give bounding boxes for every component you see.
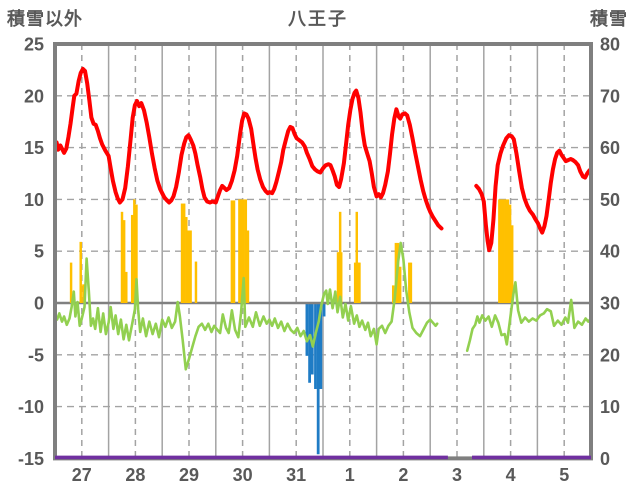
chart-title: 八王子 [288,9,348,29]
orange-bar [189,230,192,303]
x-tick-label: 29 [179,465,199,485]
orange-bar [69,262,73,303]
blue-bar [314,303,317,389]
blue-bar [308,303,311,383]
y-left-tick-label: 20 [24,86,44,106]
orange-bar [409,262,413,303]
orange-bar [506,199,510,303]
x-tick-label: 28 [125,465,145,485]
orange-bar [391,285,395,303]
orange-bar [182,203,186,303]
red-line-series [53,66,444,231]
orange-bar [122,220,126,303]
y-right-tick-label: 70 [600,86,620,106]
orange-bar [79,241,82,303]
green-line-series [53,241,439,371]
orange-bar [508,204,512,303]
y-right-tick-label: 10 [600,397,620,417]
x-tick-label: 3 [452,465,462,485]
x-tick-label: 30 [233,465,253,485]
orange-bar [194,261,198,303]
x-tick-label: 4 [506,465,516,485]
blue-bar [316,303,320,455]
y-left-tick-label: 10 [24,190,44,210]
blue-bar [319,303,323,389]
y-right-tick-label: 50 [600,190,620,210]
y-left-tick-label: 15 [24,138,44,158]
orange-bar [246,230,250,303]
orange-bar [500,199,503,303]
orange-bar [238,199,241,303]
orange-bar [232,200,236,303]
orange-bar [355,211,359,303]
blue-bar [305,303,309,356]
left-axis-title: 積雪以外 [7,9,83,29]
y-left-tick-label: 5 [34,242,44,262]
y-right-tick-label: 0 [600,449,610,469]
orange-bar [187,230,190,303]
orange-bar [125,271,128,303]
y-right-tick-label: 80 [600,35,620,55]
orange-bar [130,214,134,303]
orange-bar [502,199,505,303]
y-right-tick-label: 40 [600,242,620,262]
y-right-tick-label: 30 [600,294,620,314]
orange-bar [358,262,361,303]
orange-bar [230,200,234,303]
orange-bar [408,262,411,303]
orange-bar [339,252,343,303]
orange-bar [510,225,514,303]
orange-bar [244,199,248,303]
orange-bar [504,199,508,303]
orange-bar [353,262,357,303]
y-left-tick-label: -5 [28,345,44,365]
orange-bar [185,217,188,303]
x-tick-label: 1 [345,465,355,485]
orange-bar [120,211,124,303]
y-left-tick-label: 0 [34,294,44,314]
x-tick-label: 31 [286,465,306,485]
y-left-tick-label: -10 [18,397,44,417]
red-line-series [474,133,593,253]
x-tick-label: 2 [398,465,408,485]
orange-bar [498,199,501,303]
y-left-tick-label: -15 [18,449,44,469]
y-left-tick-label: 25 [24,35,44,55]
orange-bar [180,203,184,303]
green-line-series [465,280,593,353]
x-tick-label: 27 [72,465,92,485]
orange-bar [242,199,245,303]
y-right-tick-label: 20 [600,345,620,365]
orange-bar [82,284,85,303]
y-right-tick-label: 60 [600,138,620,158]
right-axis-title: 積雪 [590,9,628,29]
orange-bar [398,266,402,303]
x-tick-label: 5 [559,465,569,485]
orange-bar [135,204,138,303]
orange-bar [133,199,136,303]
orange-bar [240,199,243,303]
blue-bar [322,303,326,317]
